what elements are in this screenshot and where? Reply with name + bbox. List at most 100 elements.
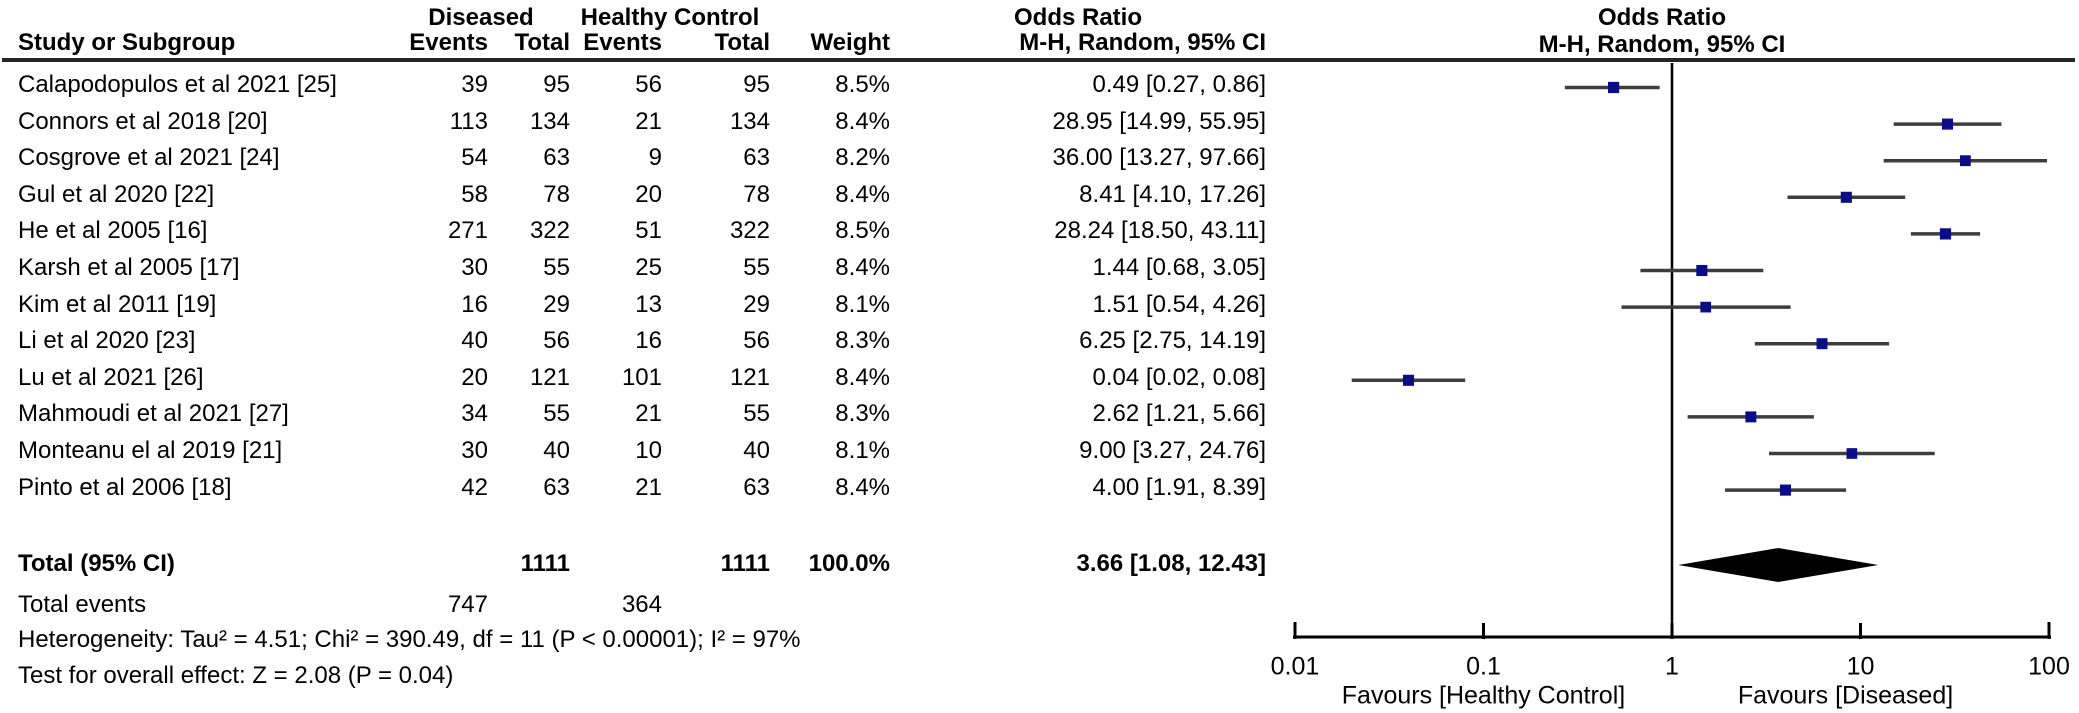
study-label: Pinto et al 2006 [18] — [18, 473, 232, 501]
healthy-total-value: 55 — [743, 254, 770, 281]
healthy-total-value: 322 — [729, 217, 770, 245]
healthy-total-value: 134 — [729, 107, 770, 135]
effect-square — [1779, 484, 1792, 496]
diseased-total-value: 121 — [529, 363, 570, 391]
healthy-total-value: 55 — [743, 400, 770, 428]
favours-right-label: Favours [Diseased] — [1738, 682, 1953, 710]
healthy-events-value: 21 — [635, 107, 662, 135]
diseased-total-value: 63 — [543, 144, 570, 172]
healthy-total-value: 63 — [743, 144, 770, 172]
healthy-total-value: 95 — [743, 71, 770, 98]
weight-value: 8.4% — [835, 473, 890, 501]
effect-square — [1959, 155, 1971, 167]
diseased-total-value: 55 — [543, 400, 570, 428]
x-tick-label: 10 — [1847, 653, 1875, 681]
pooled-diamond — [1678, 548, 1879, 582]
study-label: Li et al 2020 [23] — [18, 327, 196, 355]
effect-square — [1846, 448, 1858, 459]
effect-square — [1700, 301, 1712, 313]
effect-square — [1840, 191, 1852, 203]
total-healthy-total: 1111 — [720, 550, 770, 577]
weight-value: 8.1% — [835, 290, 890, 318]
weight-value: 8.4% — [835, 254, 890, 281]
group-header-odds-ratio-text: Odds Ratio — [1013, 4, 1142, 31]
diseased-events-value: 20 — [461, 363, 488, 391]
healthy-total-value: 121 — [729, 363, 770, 391]
total-label: Total (95% CI) — [18, 550, 175, 577]
study-label: Kim et al 2011 [19] — [18, 290, 217, 318]
or-ci-value: 6.25 [2.75, 14.19] — [1079, 327, 1266, 355]
study-label: Gul et al 2020 [22] — [18, 180, 215, 208]
diseased-total-value: 134 — [529, 107, 570, 135]
total-weight: 100.0% — [808, 550, 890, 577]
healthy-events-value: 20 — [635, 180, 662, 208]
diseased-events-value: 113 — [449, 107, 488, 135]
weight-value: 8.4% — [835, 363, 890, 391]
diseased-total-value: 78 — [543, 180, 570, 208]
study-row: Cosgrove et al 2021 [24] 54 63 9 63 8.2%… — [18, 141, 1266, 175]
weight-value: 8.2% — [835, 144, 890, 172]
effect-square — [1939, 228, 1952, 240]
x-tick-label: 1 — [1665, 653, 1679, 681]
study-label: Monteanu el al 2019 [21] — [18, 437, 283, 464]
healthy-events-value: 101 — [621, 363, 662, 391]
study-row: Monteanu el al 2019 [21] 30 40 10 40 8.1… — [18, 434, 1266, 468]
healthy-total-value: 78 — [743, 180, 770, 208]
x-tick-label: 100 — [2028, 653, 2070, 681]
diseased-total-value: 322 — [529, 217, 570, 245]
healthy-total-value: 29 — [743, 290, 770, 318]
total-diseased-total: 1111 — [520, 550, 570, 577]
col-healthy-events: Events — [583, 29, 662, 56]
or-ci-value: 36.00 [13.27, 97.66] — [1052, 144, 1266, 172]
plot-method-header: M-H, Random, 95% CI — [1538, 31, 1786, 58]
header-rule — [2, 58, 2075, 62]
study-label: Cosgrove et al 2021 [24] — [18, 144, 280, 172]
study-row: Pinto et al 2006 [18] 42 63 21 63 8.4% 4… — [18, 471, 1266, 505]
col-diseased-total: Total — [514, 29, 570, 56]
healthy-events-value: 21 — [635, 473, 662, 501]
diseased-events-value: 54 — [461, 144, 488, 172]
healthy-events-value: 9 — [648, 144, 662, 172]
healthy-total-value: 40 — [743, 437, 770, 464]
diseased-total-value: 56 — [543, 327, 570, 355]
or-ci-value: 8.41 [4.10, 17.26] — [1079, 180, 1266, 208]
study-label: Mahmoudi et al 2021 [27] — [18, 400, 289, 428]
study-row: Kim et al 2011 [19] 16 29 13 29 8.1% 1.5… — [18, 288, 1266, 322]
or-ci-value: 2.62 [1.21, 5.66] — [1092, 400, 1266, 428]
or-ci-value: 9.00 [3.27, 24.76] — [1079, 437, 1266, 464]
study-label: Lu et al 2021 [26] — [18, 363, 204, 391]
healthy-events-value: 10 — [635, 437, 662, 464]
col-weight: Weight — [810, 29, 890, 56]
overall-effect-line: Test for overall effect: Z = 2.08 (P = 0… — [18, 662, 454, 689]
group-header-odds-ratio-plot: Odds Ratio — [1597, 4, 1726, 31]
diseased-total-value: 95 — [543, 71, 570, 98]
study-label: Connors et al 2018 [20] — [18, 107, 268, 135]
healthy-events-value: 25 — [635, 254, 662, 281]
total-row: Total (95% CI) 1111 1111 100.0% 3.66 [1.… — [18, 547, 1266, 581]
diseased-events-value: 16 — [461, 290, 488, 318]
col-diseased-events: Events — [409, 29, 488, 56]
diseased-events-value: 30 — [461, 254, 488, 281]
study-row: He et al 2005 [16] 271 322 51 322 8.5% 2… — [18, 214, 1266, 248]
col-method: M-H, Random, 95% CI — [1019, 29, 1266, 56]
or-ci-value: 28.95 [14.99, 55.95] — [1052, 107, 1266, 135]
effect-square — [1816, 338, 1828, 350]
weight-value: 8.4% — [835, 180, 890, 208]
total-events-diseased: 747 — [447, 591, 488, 618]
diseased-total-value: 29 — [543, 290, 570, 318]
effect-square — [1745, 411, 1757, 423]
effect-square — [1941, 118, 1954, 130]
favours-left-label: Favours [Healthy Control] — [1342, 682, 1625, 710]
weight-value: 8.5% — [835, 71, 890, 98]
or-ci-value: 28.24 [18.50, 43.11] — [1054, 217, 1266, 245]
column-header-row: Study or Subgroup Events Total Events To… — [18, 26, 1266, 60]
or-ci-value: 0.49 [0.27, 0.86] — [1092, 71, 1266, 98]
weight-value: 8.3% — [835, 400, 890, 428]
diseased-events-value: 34 — [461, 400, 488, 428]
diseased-events-value: 30 — [461, 437, 488, 464]
weight-value: 8.1% — [835, 437, 890, 464]
x-tick-label: 0.01 — [1271, 653, 1320, 681]
study-row: Mahmoudi et al 2021 [27] 34 55 21 55 8.3… — [18, 397, 1266, 431]
